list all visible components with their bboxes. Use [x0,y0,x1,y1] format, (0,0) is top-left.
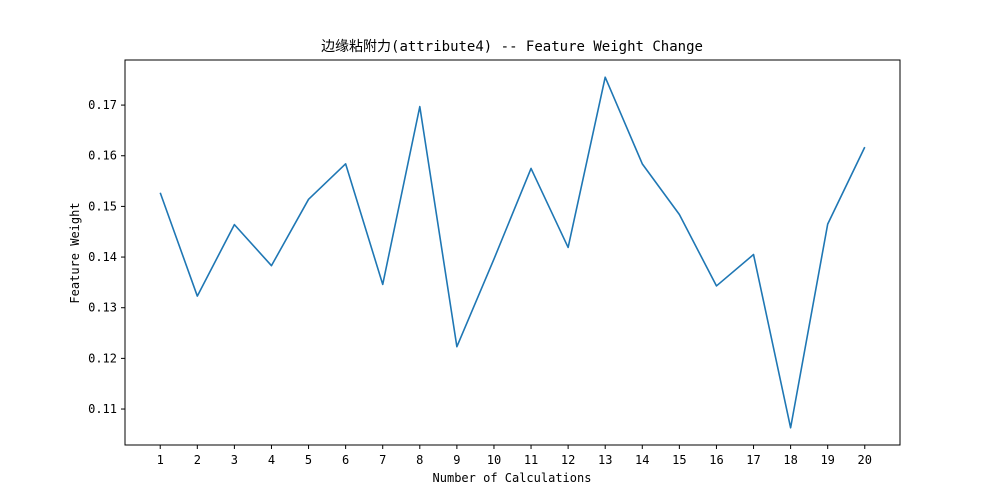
plot-area: 1 2 3 4 5 6 7 8 9 10 11 12 13 14 15 16 17 18 19 200.110.120… [88,59,901,467]
x-tick-label: 2 [194,453,201,467]
x-tick-label: 12 [561,453,575,467]
x-tick-label: 16 [709,453,723,467]
x-tick-label: 3 [231,453,238,467]
series-line [159,76,866,429]
chart-title: 边缘粘附力(attribute4) -- Feature Weight Chan… [321,39,703,55]
x-tick-label: 11 [524,453,538,467]
y-tick-label: 0.12 [88,351,117,365]
x-tick-label: 13 [598,453,612,467]
plot-frame [124,59,901,446]
x-tick-label: 10 [487,453,501,467]
x-axis-label: Number of Calculations [433,471,592,485]
y-tick-label: 0.15 [88,199,117,213]
x-tick-label: 18 [783,453,797,467]
x-tick-label: 9 [453,453,460,467]
x-tick-label: 1 [157,453,164,467]
x-tick-label: 5 [305,453,312,467]
x-tick-label: 8 [416,453,423,467]
y-tick-label: 0.16 [88,149,117,163]
y-tick-label: 0.14 [88,250,117,264]
x-tick-label: 15 [672,453,686,467]
x-tick-label: 4 [268,453,275,467]
x-tick-label: 6 [342,453,349,467]
x-tick-label: 19 [820,453,834,467]
y-tick-label: 0.17 [88,98,117,112]
x-tick-label: 14 [635,453,649,467]
y-axis-label: Feature Weight [68,202,82,303]
x-tick-label: 17 [746,453,760,467]
x-tick-label: 7 [379,453,386,467]
y-tick-label: 0.13 [88,301,117,315]
x-tick-label: 20 [858,453,872,467]
y-tick-label: 0.11 [88,402,117,416]
